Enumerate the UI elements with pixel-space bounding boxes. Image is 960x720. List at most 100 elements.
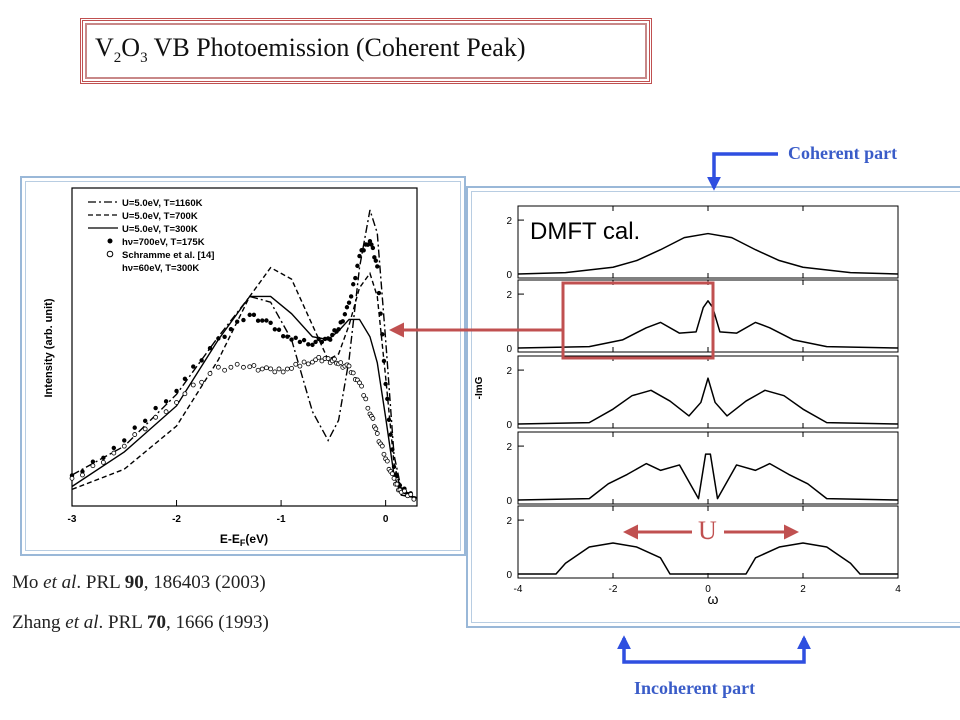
x-tick-label: -3 (68, 514, 77, 525)
data-point (361, 393, 367, 398)
data-point (391, 475, 397, 481)
data-point (389, 471, 395, 477)
legend-entry: U=5.0eV, T=700K (122, 211, 198, 222)
data-point (174, 388, 179, 394)
data-point (313, 357, 318, 363)
legend-entry: Schramme et al. [14] (122, 250, 214, 261)
data-point (342, 312, 348, 317)
incoherent-part-label: Incoherent part (634, 678, 756, 698)
coherent-arrow (707, 152, 778, 191)
data-point (268, 320, 273, 325)
data-point (380, 332, 385, 337)
data-point (353, 275, 358, 281)
data-point (301, 359, 307, 365)
data-point (316, 336, 321, 342)
data-point (310, 359, 315, 365)
data-point (251, 363, 257, 368)
data-point (384, 458, 390, 464)
data-point (361, 248, 366, 253)
legend-entry: hν=60eV, T=300K (122, 263, 199, 274)
y-tick-label: 2 (506, 216, 512, 227)
data-point (357, 380, 362, 386)
x-tick-label: 0 (383, 514, 389, 525)
reference-2: Zhang et al. PRL 70, 1666 (1993) (12, 612, 269, 633)
data-point (228, 327, 234, 332)
data-point (80, 472, 85, 478)
dmft-curve (517, 377, 899, 425)
data-point (357, 253, 362, 259)
data-point (241, 364, 246, 370)
data-point (216, 336, 221, 341)
dmft-curve (517, 232, 899, 275)
data-point (376, 290, 382, 296)
data-point (305, 361, 311, 367)
data-point (289, 337, 294, 342)
data-point (365, 405, 371, 411)
data-point (142, 426, 148, 432)
u-label: U (698, 516, 717, 545)
legend: U=5.0eV, T=1160K U=5.0eV, T=700K U=5.0eV, … (88, 198, 214, 274)
x-tick-group: -3 -2 -1 0 (68, 500, 389, 525)
dmft-curve (517, 300, 899, 349)
data-point (381, 358, 387, 364)
data-point (340, 319, 345, 324)
y-tick-label: 2 (506, 442, 512, 453)
reference-1: Mo et al. PRL 90, 186403 (2003) (12, 572, 266, 593)
y-tick-label: 0 (506, 496, 512, 507)
data-point (111, 450, 117, 456)
x-tick-label: -1 (277, 514, 286, 525)
data-point (394, 473, 400, 479)
data-point (391, 464, 397, 469)
data-point (182, 391, 188, 397)
data-point (350, 370, 356, 376)
data-point (411, 496, 417, 502)
x-axis-label: E-EF(eV) (220, 532, 268, 548)
x-tick-label: -4 (514, 584, 523, 595)
data-point (351, 282, 356, 287)
legend-entry: U=5.0eV, T=1160K (122, 198, 203, 209)
data-point (255, 367, 261, 373)
data-point (373, 258, 379, 263)
data-point (241, 317, 246, 323)
data-point (90, 463, 96, 469)
y-tick-label: 0 (506, 570, 512, 581)
data-point (190, 382, 196, 388)
legend-entry: U=5.0eV, T=300K (122, 224, 198, 235)
data-point (355, 263, 360, 269)
data-point (297, 363, 303, 369)
data-point (234, 319, 240, 324)
data-point (338, 360, 344, 365)
data-point (402, 488, 407, 494)
data-point (313, 339, 318, 345)
data-point (306, 342, 311, 347)
data-point (280, 369, 286, 375)
data-point (163, 399, 169, 404)
y-axis-label: -ImG (474, 376, 485, 399)
data-point (293, 361, 299, 367)
series-line (71, 266, 418, 499)
data-point (272, 369, 278, 375)
data-point (276, 327, 282, 332)
y-tick-label: 0 (506, 344, 512, 355)
data-point (394, 481, 400, 487)
dmft-panels: 0 2 0 2 0 2 0 2 0 2 (506, 205, 899, 581)
data-point (385, 396, 390, 402)
data-point (293, 335, 298, 340)
data-point (363, 396, 369, 402)
data-point (259, 366, 265, 372)
data-point (174, 400, 179, 405)
data-point (272, 327, 278, 332)
data-point (310, 342, 315, 348)
dmft-label: DMFT cal. (528, 218, 643, 246)
plot-frame (71, 187, 418, 507)
data-point (234, 361, 240, 367)
x-tick-label: 2 (800, 584, 806, 595)
data-point (247, 312, 252, 318)
slide-title: V2O3 VB Photoemission (Coherent Peak) (95, 33, 526, 67)
data-point (207, 371, 213, 376)
data-point (381, 451, 387, 457)
data-point (370, 416, 376, 421)
data-point (268, 366, 274, 372)
